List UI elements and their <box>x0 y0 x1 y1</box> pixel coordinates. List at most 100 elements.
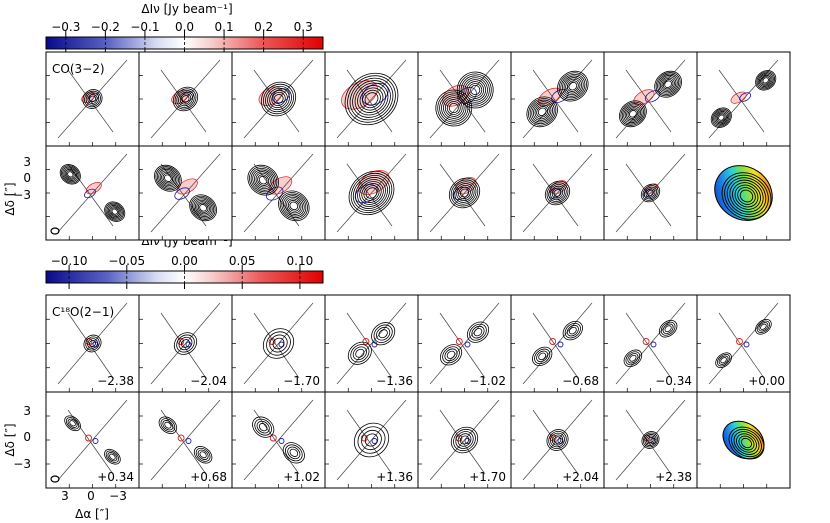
channel-panel <box>138 145 233 241</box>
contour <box>364 433 379 447</box>
contour <box>83 334 102 353</box>
contour <box>629 110 637 118</box>
contour <box>642 185 659 201</box>
contour <box>534 348 551 365</box>
contour <box>563 77 583 96</box>
contour <box>629 354 637 362</box>
contour <box>286 198 302 214</box>
disk-minor-axis-line <box>532 163 579 227</box>
contour <box>546 429 569 451</box>
contour <box>557 70 589 102</box>
contour <box>162 420 174 431</box>
disk-minor-axis-line <box>439 409 486 475</box>
disk-minor-axis-line <box>346 409 393 475</box>
contour <box>733 431 760 455</box>
disk-minor-axis-line <box>67 312 114 379</box>
contour <box>544 180 571 206</box>
disk-minor-axis-line <box>532 409 579 475</box>
contour <box>285 444 303 462</box>
positive-residual <box>269 434 277 442</box>
contour <box>64 168 76 180</box>
positive-residual <box>362 338 370 345</box>
contour <box>89 95 96 103</box>
disk-minor-axis-line <box>439 163 486 227</box>
contour <box>442 346 460 364</box>
contour <box>106 203 123 220</box>
disk-major-axis-line <box>615 302 686 385</box>
contour <box>471 325 485 339</box>
velocity-label: +1.36 <box>376 470 413 484</box>
velocity-label: +1.02 <box>283 470 320 484</box>
negative-residual <box>464 438 471 444</box>
contour <box>179 93 192 105</box>
contour <box>172 86 199 112</box>
contour <box>110 207 120 216</box>
contour <box>437 91 471 125</box>
contour <box>441 95 467 121</box>
contour <box>626 107 640 121</box>
colorbar-top-tick-labels: −0.3 −0.2 −0.1 0.0 0.1 0.2 0.3 <box>51 20 313 34</box>
colorbar-tick-label: −0.05 <box>108 254 145 268</box>
contour <box>662 79 674 90</box>
contour <box>269 334 288 353</box>
contour <box>154 164 182 192</box>
contour <box>289 201 299 211</box>
c18o21-y-axis-label: Δδ [″] <box>3 423 17 456</box>
contour <box>87 338 98 349</box>
contour <box>266 331 291 356</box>
disk-minor-axis-line <box>253 69 300 133</box>
contour <box>67 418 78 428</box>
disk-minor-axis-line <box>253 409 300 475</box>
contour <box>249 166 278 194</box>
contour <box>627 108 639 119</box>
contour <box>450 426 479 454</box>
contour <box>59 164 81 185</box>
contour <box>537 107 547 117</box>
contour <box>713 109 730 126</box>
contour <box>657 73 680 95</box>
contour <box>65 170 75 179</box>
contour <box>640 183 661 203</box>
contour <box>178 336 193 351</box>
contour <box>61 165 80 184</box>
negative-residual <box>739 92 752 102</box>
colorbar-tick-label: 0.10 <box>287 254 314 268</box>
disk-major-axis-line <box>150 302 221 385</box>
channel-panel <box>45 51 140 147</box>
contour <box>364 92 379 106</box>
channel-panel: −1.36 <box>324 294 419 393</box>
channel-panel: −2.04 <box>138 294 233 393</box>
disk-major-axis-line <box>150 59 221 139</box>
contour <box>376 326 391 341</box>
y-tick-label: −3 <box>13 188 31 202</box>
contour <box>189 194 217 222</box>
channel-panel: +0.00 <box>696 294 791 393</box>
contour <box>664 325 672 333</box>
contour <box>159 170 177 187</box>
beam-ellipse <box>50 475 60 483</box>
colorbar-tick-label: 0.00 <box>171 254 198 268</box>
disk-major-axis-line <box>429 399 500 481</box>
contour <box>64 415 81 432</box>
channel-panel: −2.38 <box>45 294 140 393</box>
contour <box>715 352 732 369</box>
contour <box>160 418 176 433</box>
contour <box>760 323 767 330</box>
contour <box>164 421 172 429</box>
contour <box>84 90 101 108</box>
contour <box>737 187 756 205</box>
disk-minor-axis-line <box>625 69 672 133</box>
contour <box>361 429 382 451</box>
contour <box>196 201 210 215</box>
contour <box>731 428 762 458</box>
contour <box>87 93 98 105</box>
contour <box>354 82 389 116</box>
contour <box>111 208 118 215</box>
co32-y-tick-labels: 3 0 −3 <box>13 155 31 202</box>
contour <box>647 436 654 444</box>
disk-major-axis-line <box>243 153 314 233</box>
contour <box>756 71 775 90</box>
contour <box>661 77 675 91</box>
contour <box>362 89 381 109</box>
contour <box>349 77 394 121</box>
